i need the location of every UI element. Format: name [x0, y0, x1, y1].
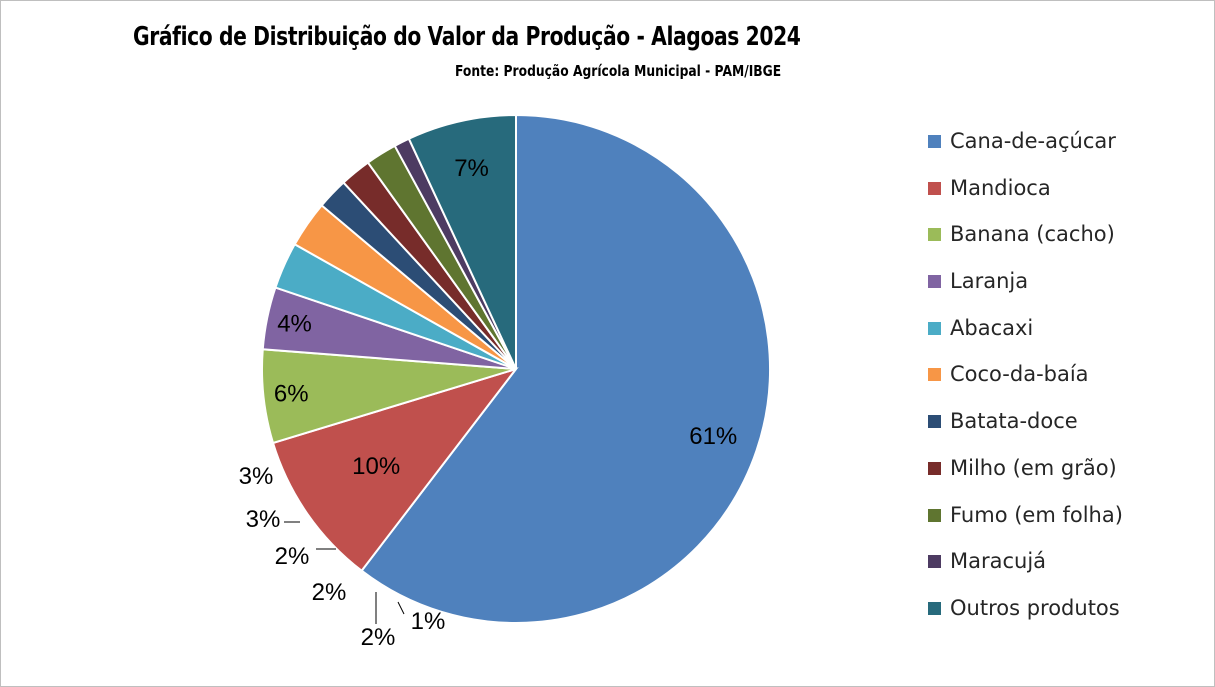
legend-item: Cana-de-açúcar — [928, 126, 1123, 173]
legend-label: Banana (cacho) — [950, 222, 1115, 247]
legend-item: Fumo (em folha) — [928, 500, 1123, 547]
legend-label: Milho (em grão) — [950, 455, 1117, 480]
legend-label: Laranja — [950, 269, 1029, 294]
slice-data-label: 3% — [246, 506, 281, 533]
legend-swatch — [928, 368, 941, 382]
legend-swatch — [928, 135, 941, 148]
legend-label: Abacaxi — [950, 315, 1034, 340]
legend-label: Cana-de-açúcar — [950, 129, 1116, 153]
legend-label: Outros produtos — [950, 595, 1120, 620]
leader-line — [397, 601, 405, 615]
pie-slice — [407, 113, 517, 370]
legend-item: Maracujá — [928, 546, 1123, 593]
legend-item: Coco-da-baía — [928, 359, 1123, 406]
slice-data-label: 3% — [239, 463, 274, 490]
slice-data-label: 4% — [277, 311, 312, 338]
legend-swatch — [928, 461, 941, 475]
legend-item: Outros produtos — [928, 593, 1123, 640]
legend-item: Milho (em grão) — [928, 453, 1123, 500]
pie-slice — [360, 113, 771, 624]
legend-swatch — [928, 601, 941, 615]
legend-label: Maracujá — [950, 549, 1047, 574]
slice-data-label: 7% — [454, 155, 489, 182]
slice-data-label: 10% — [352, 453, 400, 480]
legend-swatch — [928, 275, 941, 289]
chart-subtitle: Fonte: Produção Agrícola Municipal - PAM… — [455, 62, 782, 80]
legend-label: Coco-da-baía — [950, 362, 1089, 387]
legend-item: Batata-doce — [928, 406, 1123, 453]
pie-slice — [271, 367, 519, 573]
slice-data-label: 2% — [361, 624, 396, 651]
legend-item: Mandioca — [928, 173, 1123, 220]
legend-item: Banana (cacho) — [928, 219, 1123, 266]
legend-swatch — [928, 508, 941, 522]
legend-label: Batata-doce — [950, 409, 1078, 434]
legend-label: Fumo (em folha) — [950, 502, 1123, 527]
legend-swatch — [928, 555, 941, 569]
legend-swatch — [928, 228, 941, 242]
legend-swatch — [928, 415, 941, 429]
legend-item: Abacaxi — [928, 313, 1123, 360]
chart-title: Gráfico de Distribuição do Valor da Prod… — [133, 22, 801, 52]
legend-item: Laranja — [928, 266, 1123, 313]
legend-swatch — [928, 181, 941, 195]
slice-data-label: 6% — [274, 381, 309, 408]
slice-data-label: 2% — [275, 543, 310, 570]
legend-swatch — [928, 321, 941, 335]
slice-data-label: 1% — [411, 608, 446, 635]
slice-data-label: 61% — [689, 423, 737, 450]
slice-data-label: 2% — [312, 579, 347, 606]
legend-label: Mandioca — [950, 175, 1051, 200]
chart-legend: Cana-de-açúcar Mandioca Banana (cacho) Lara… — [928, 126, 1123, 640]
